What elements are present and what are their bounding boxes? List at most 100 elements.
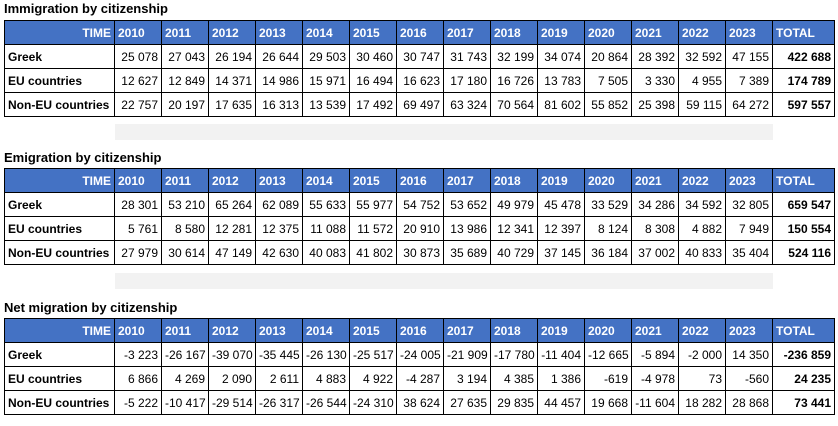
total-cell: 174 789 [772,68,835,93]
value-cell: 5 761 [114,216,162,241]
time-header: TIME [4,168,115,193]
value-cell: 40 729 [490,240,538,265]
value-cell: 3 330 [631,68,679,93]
value-cell: 53 210 [161,192,209,217]
row-label: EU countries [4,366,115,391]
value-cell: 40 083 [302,240,350,265]
year-header: 2010 [114,20,162,45]
value-cell: 12 341 [490,216,538,241]
year-header: 2019 [537,168,585,193]
value-cell: 16 494 [349,68,397,93]
year-header: 2015 [349,168,397,193]
value-cell: 12 281 [208,216,256,241]
value-cell: 65 264 [208,192,256,217]
value-cell: 18 282 [678,390,726,415]
value-cell: 55 852 [584,92,632,117]
total-header: TOTAL [772,168,835,193]
total-cell: 24 235 [772,366,835,391]
year-header: 2014 [302,168,350,193]
value-cell: 4 883 [302,366,350,391]
value-cell: 37 145 [537,240,585,265]
value-cell: 6 866 [114,366,162,391]
value-cell: 17 492 [349,92,397,117]
value-cell: 32 592 [678,44,726,69]
value-cell: 8 124 [584,216,632,241]
year-header: 2023 [725,168,773,193]
value-cell: -619 [584,366,632,391]
value-cell: 1 386 [537,366,585,391]
value-cell: 25 078 [114,44,162,69]
value-cell: 4 385 [490,366,538,391]
total-header: TOTAL [772,318,835,343]
value-cell: -11 604 [631,390,679,415]
value-cell: 35 689 [443,240,491,265]
value-cell: -24 005 [396,342,444,367]
value-cell: 4 922 [349,366,397,391]
value-cell: 31 743 [443,44,491,69]
value-cell: 12 375 [255,216,303,241]
value-cell: 27 635 [443,390,491,415]
year-header: 2020 [584,20,632,45]
value-cell: 40 833 [678,240,726,265]
row-label: Non-EU countries [4,240,115,265]
value-cell: 34 074 [537,44,585,69]
net-migration-title: Net migration by citizenship [4,300,178,315]
separator-band [115,124,773,140]
value-cell: -26 130 [302,342,350,367]
year-header: 2012 [208,318,256,343]
year-header: 2015 [349,318,397,343]
value-cell: -24 310 [349,390,397,415]
total-cell: 524 116 [772,240,835,265]
value-cell: -17 780 [490,342,538,367]
value-cell: 13 539 [302,92,350,117]
table-row: Greek 28 301 53 210 65 264 62 089 55 633 55 97… [4,192,835,217]
total-cell: 73 441 [772,390,835,415]
value-cell: -35 445 [255,342,303,367]
value-cell: 12 397 [537,216,585,241]
value-cell: 17 635 [208,92,256,117]
value-cell: 30 747 [396,44,444,69]
value-cell: 12 627 [114,68,162,93]
year-header: 2019 [537,20,585,45]
row-label: Non-EU countries [4,390,115,415]
value-cell: 20 864 [584,44,632,69]
value-cell: 32 199 [490,44,538,69]
value-cell: 64 272 [725,92,773,117]
value-cell: 27 979 [114,240,162,265]
value-cell: 54 752 [396,192,444,217]
total-cell: 422 688 [772,44,835,69]
year-header: 2016 [396,168,444,193]
value-cell: 29 503 [302,44,350,69]
year-header: 2016 [396,318,444,343]
year-header: 2011 [161,318,209,343]
value-cell: 11 572 [349,216,397,241]
value-cell: 69 497 [396,92,444,117]
year-header: 2010 [114,168,162,193]
row-label: Greek [4,342,115,367]
header-row: TIME 2010 2011 2012 2013 2014 2015 2016 2017 2018… [4,318,835,343]
year-header: 2017 [443,168,491,193]
immigration-title: Immigration by citizenship [4,1,168,16]
value-cell: 12 849 [161,68,209,93]
value-cell: -39 070 [208,342,256,367]
year-header: 2014 [302,318,350,343]
value-cell: 30 460 [349,44,397,69]
value-cell: -4 287 [396,366,444,391]
value-cell: 15 971 [302,68,350,93]
value-cell: 44 457 [537,390,585,415]
value-cell: 17 180 [443,68,491,93]
table-row: Greek -3 223 -26 167 -39 070 -35 445 -26 130-… [4,342,835,367]
year-header: 2020 [584,318,632,343]
value-cell: 13 783 [537,68,585,93]
year-header: 2015 [349,20,397,45]
year-header: 2022 [678,318,726,343]
value-cell: -26 167 [161,342,209,367]
year-header: 2021 [631,318,679,343]
table-row: EU countries 12 627 12 849 14 371 14 986 15 9… [4,68,835,93]
data-table: TIME 2010 2011 2012 2013 2014 2015 2016 2017 2018… [4,168,835,265]
value-cell: 38 624 [396,390,444,415]
table-row: EU countries 6 866 4 269 2 090 2 611 4 883 4 9… [4,366,835,391]
value-cell: -5 222 [114,390,162,415]
table-row: Non-EU countries 22 757 20 197 17 635 16 313… [4,92,835,117]
value-cell: 28 392 [631,44,679,69]
